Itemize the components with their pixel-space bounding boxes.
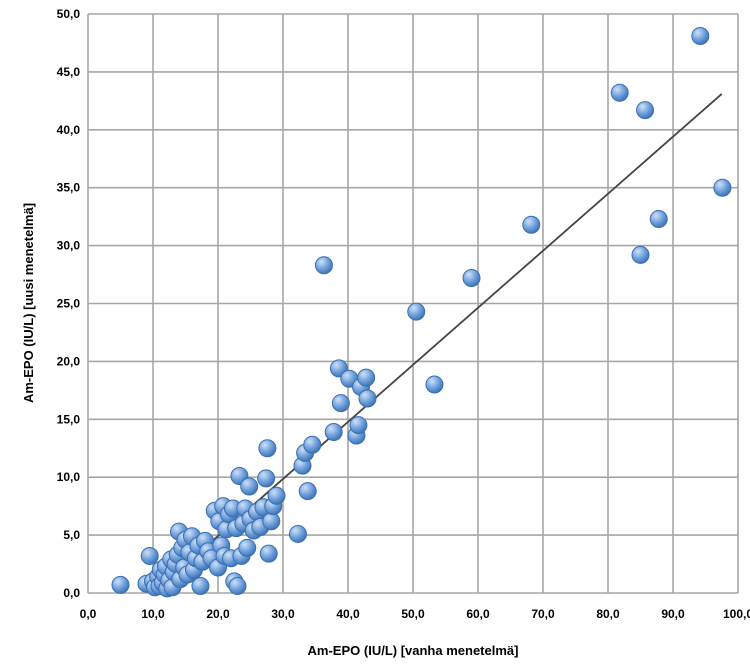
data-point (262, 512, 281, 531)
data-point (636, 101, 655, 120)
data-point (228, 577, 247, 596)
y-tick-label: 50,0 (57, 7, 81, 21)
y-axis-title: Am-EPO (IU/L) [uusi menetelmä] (21, 203, 36, 403)
data-point (425, 375, 444, 394)
data-point (522, 215, 541, 234)
data-point (238, 538, 257, 557)
data-point (298, 482, 317, 501)
data-point (140, 546, 159, 565)
y-tick-label: 30,0 (57, 239, 81, 253)
x-tick-label: 100,0 (723, 607, 750, 621)
data-point (358, 389, 377, 408)
data-point (258, 439, 277, 458)
y-tick-label: 15,0 (57, 412, 81, 426)
data-point (462, 269, 481, 288)
y-tick-label: 0,0 (63, 586, 80, 600)
x-tick-label: 30,0 (271, 607, 295, 621)
data-point (314, 256, 333, 275)
x-tick-label: 90,0 (661, 607, 685, 621)
data-points (111, 27, 732, 598)
y-tick-label: 25,0 (57, 297, 81, 311)
data-point (288, 524, 307, 543)
x-tick-label: 10,0 (141, 607, 165, 621)
y-tick-label: 45,0 (57, 65, 81, 79)
data-point (257, 469, 276, 488)
y-tick-label: 40,0 (57, 123, 81, 137)
y-tick-label: 10,0 (57, 470, 81, 484)
data-point (259, 544, 278, 563)
gridlines (87, 13, 739, 594)
data-point (267, 486, 286, 505)
data-point (713, 178, 732, 197)
data-point (610, 83, 629, 102)
x-tick-label: 50,0 (401, 607, 425, 621)
y-tick-label: 20,0 (57, 354, 81, 368)
x-tick-label: 70,0 (531, 607, 555, 621)
data-point (649, 209, 668, 228)
data-point (691, 27, 710, 46)
data-point (331, 394, 350, 413)
x-axis-title: Am-EPO (IU/L) [vanha menetelmä] (308, 643, 519, 658)
data-point (303, 435, 322, 454)
y-tick-label: 35,0 (57, 181, 81, 195)
data-point (240, 477, 259, 496)
data-point (111, 575, 130, 594)
x-tick-label: 80,0 (596, 607, 620, 621)
data-point (407, 302, 426, 321)
x-tick-label: 20,0 (206, 607, 230, 621)
x-tick-label: 60,0 (466, 607, 490, 621)
data-point (357, 368, 376, 387)
tick-labels: 0,0 10,0 20,0 30,0 40,0 50,0 60,0 70,0 80,0 90,0 1… (57, 7, 750, 621)
x-tick-label: 40,0 (336, 607, 360, 621)
y-tick-label: 5,0 (63, 528, 80, 542)
x-tick-label: 0,0 (80, 607, 97, 621)
data-point (349, 416, 368, 435)
data-point (191, 577, 210, 596)
data-point (631, 245, 650, 264)
data-point (324, 423, 343, 442)
